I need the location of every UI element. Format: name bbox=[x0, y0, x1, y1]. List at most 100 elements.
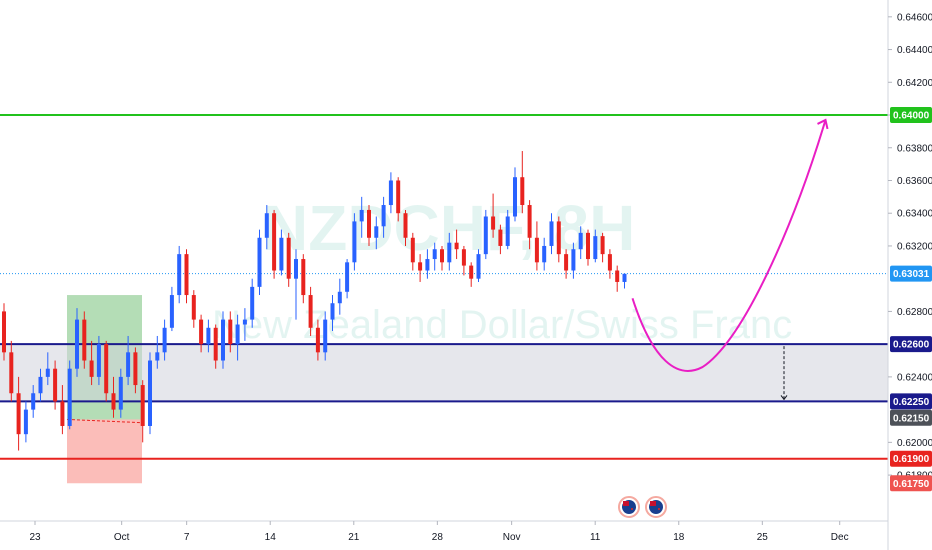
candle-body[interactable] bbox=[527, 205, 532, 238]
candle-body[interactable] bbox=[89, 360, 94, 377]
candle-body[interactable] bbox=[9, 352, 14, 394]
candle-body[interactable] bbox=[2, 311, 6, 353]
candle-body[interactable] bbox=[330, 303, 335, 320]
candle-body[interactable] bbox=[140, 385, 145, 426]
candle-body[interactable] bbox=[264, 213, 269, 238]
candle-body[interactable] bbox=[118, 376, 123, 410]
candle-body[interactable] bbox=[31, 393, 36, 410]
candle-body[interactable] bbox=[279, 237, 284, 271]
candle-body[interactable] bbox=[345, 262, 350, 292]
candle-body[interactable] bbox=[418, 262, 423, 271]
position-loss-zone[interactable] bbox=[67, 419, 142, 484]
candle-body[interactable] bbox=[571, 249, 576, 271]
candle-body[interactable] bbox=[447, 242, 452, 263]
candle-body[interactable] bbox=[155, 352, 160, 361]
candle-body[interactable] bbox=[556, 221, 561, 255]
candle-body[interactable] bbox=[564, 254, 569, 271]
candle-body[interactable] bbox=[148, 360, 152, 426]
candle-body[interactable] bbox=[301, 259, 306, 296]
time-axis-label: 7 bbox=[184, 532, 190, 543]
price-axis-label: 0.64400 bbox=[897, 45, 932, 56]
candle-body[interactable] bbox=[67, 368, 72, 426]
candle-body[interactable] bbox=[133, 352, 138, 386]
candle-body[interactable] bbox=[498, 229, 503, 246]
candle-body[interactable] bbox=[126, 352, 131, 377]
candle-body[interactable] bbox=[374, 226, 379, 238]
candle-body[interactable] bbox=[381, 205, 386, 227]
candle-body[interactable] bbox=[549, 221, 554, 246]
candle-body[interactable] bbox=[476, 254, 481, 279]
candle-body[interactable] bbox=[432, 249, 437, 260]
candle-body[interactable] bbox=[38, 376, 43, 394]
candle-body[interactable] bbox=[461, 249, 466, 266]
candle-body[interactable] bbox=[45, 368, 50, 377]
candle-body[interactable] bbox=[607, 254, 612, 271]
time-axis-label: Oct bbox=[114, 532, 130, 543]
candle-body[interactable] bbox=[483, 216, 488, 255]
candle-body[interactable] bbox=[96, 344, 101, 377]
candle-body[interactable] bbox=[491, 216, 496, 230]
candle-body[interactable] bbox=[16, 393, 21, 435]
candle-body[interactable] bbox=[75, 319, 79, 369]
candle-body[interactable] bbox=[206, 327, 211, 345]
candle-body[interactable] bbox=[352, 221, 357, 263]
candle-body[interactable] bbox=[315, 327, 320, 353]
candle-body[interactable] bbox=[403, 213, 408, 238]
candle-body[interactable] bbox=[359, 209, 364, 222]
candle-body[interactable] bbox=[228, 319, 233, 345]
candle-body[interactable] bbox=[23, 409, 28, 435]
candle-body[interactable] bbox=[286, 237, 291, 279]
events-layer[interactable] bbox=[618, 496, 667, 518]
candle-body[interactable] bbox=[615, 270, 620, 282]
support-zone[interactable] bbox=[0, 344, 888, 402]
candle-body[interactable] bbox=[454, 242, 459, 250]
candle-body[interactable] bbox=[367, 209, 371, 238]
candle-body[interactable] bbox=[469, 265, 474, 279]
candle-body[interactable] bbox=[593, 236, 598, 260]
candles-layer[interactable] bbox=[2, 151, 627, 451]
candle-body[interactable] bbox=[294, 259, 298, 279]
candle-body[interactable] bbox=[53, 368, 58, 402]
candle-body[interactable] bbox=[388, 180, 393, 206]
candle-body[interactable] bbox=[199, 319, 204, 345]
price-tag-label: 0.64000 bbox=[893, 111, 930, 122]
time-axis[interactable]: 23 Oct 7 14 21 28 Nov 11 18 25 Dec bbox=[29, 521, 849, 543]
candle-body[interactable] bbox=[191, 295, 196, 320]
candle-body[interactable] bbox=[542, 245, 547, 263]
candle-body[interactable] bbox=[177, 254, 182, 296]
candle-body[interactable] bbox=[257, 237, 262, 287]
candle-body[interactable] bbox=[513, 177, 517, 217]
candle-body[interactable] bbox=[184, 254, 189, 296]
drawings-layer[interactable] bbox=[631, 118, 829, 401]
candle-body[interactable] bbox=[213, 327, 218, 361]
candle-body[interactable] bbox=[622, 273, 627, 282]
candle-body[interactable] bbox=[104, 344, 109, 394]
candle-body[interactable] bbox=[308, 295, 313, 328]
candle-body[interactable] bbox=[323, 319, 328, 353]
candle-body[interactable] bbox=[578, 232, 583, 250]
candle-body[interactable] bbox=[600, 236, 605, 255]
candle-body[interactable] bbox=[586, 232, 590, 260]
candle-body[interactable] bbox=[410, 237, 415, 263]
candle-body[interactable] bbox=[60, 401, 65, 426]
candle-body[interactable] bbox=[272, 213, 277, 271]
candle-body[interactable] bbox=[440, 249, 444, 263]
candle-body[interactable] bbox=[250, 286, 255, 320]
projection-path[interactable] bbox=[631, 119, 827, 372]
candle-body[interactable] bbox=[396, 180, 401, 214]
candle-body[interactable] bbox=[235, 324, 240, 345]
candle-body[interactable] bbox=[169, 295, 174, 328]
candle-body[interactable] bbox=[111, 393, 116, 410]
levels-layer bbox=[0, 114, 888, 460]
candle-body[interactable] bbox=[221, 319, 225, 361]
candle-body[interactable] bbox=[534, 237, 539, 263]
candle-body[interactable] bbox=[162, 327, 167, 353]
candle-body[interactable] bbox=[425, 259, 430, 271]
candle-body[interactable] bbox=[520, 177, 525, 206]
candle-body[interactable] bbox=[337, 291, 342, 304]
candle-body[interactable] bbox=[242, 319, 247, 325]
candle-body[interactable] bbox=[82, 319, 87, 361]
candle-body[interactable] bbox=[505, 216, 510, 246]
